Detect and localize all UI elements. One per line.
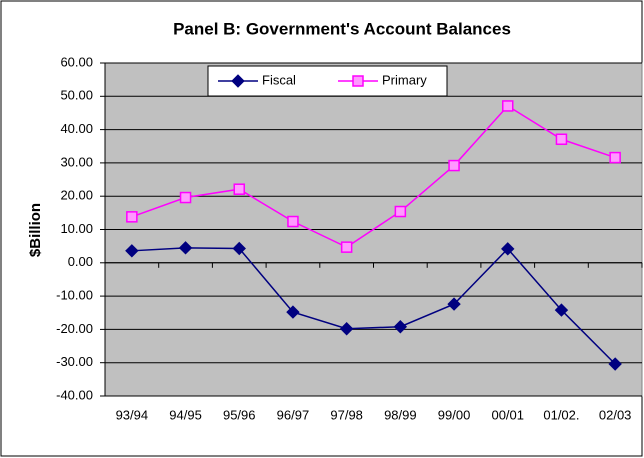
marker: [393, 320, 408, 334]
y-tick-label: -20.00: [56, 321, 93, 336]
x-tick-label: 93/94: [116, 407, 149, 422]
y-tick-label: -40.00: [56, 387, 93, 402]
y-axis-label: $Billion: [27, 203, 44, 257]
marker: [554, 303, 569, 317]
marker: [231, 74, 245, 88]
x-tick-label: 98/99: [384, 407, 417, 422]
y-tick-label: 30.00: [60, 154, 93, 169]
marker: [502, 100, 514, 112]
x-tick-label: 96/97: [277, 407, 310, 422]
marker: [125, 244, 139, 258]
marker: [608, 357, 622, 371]
marker: [339, 322, 354, 336]
legend: Fiscal Primary: [207, 65, 448, 97]
marker: [232, 241, 246, 256]
marker: [287, 215, 299, 228]
y-tick-label: 60.00: [60, 54, 93, 69]
marker: [340, 241, 353, 253]
marker: [126, 211, 138, 223]
marker: [233, 183, 245, 195]
y-tick-label: 20.00: [60, 188, 93, 203]
x-tick-label: 97/98: [330, 407, 363, 422]
series-line: [131, 247, 616, 365]
series: [125, 241, 622, 371]
y-tick-label: 50.00: [60, 88, 93, 103]
marker: [352, 75, 364, 87]
x-tick-label: 99/00: [438, 407, 471, 422]
legend-label: Fiscal: [262, 72, 296, 87]
series: [126, 100, 621, 253]
y-tick-label: 0.00: [68, 254, 93, 269]
x-tick-label: 01/02.: [543, 407, 579, 422]
chart-title: Panel B: Government's Account Balances: [173, 19, 511, 38]
x-tick-label: 94/95: [169, 407, 202, 422]
marker: [501, 242, 515, 256]
y-tick-label: -10.00: [56, 288, 93, 303]
y-tick-label: 40.00: [60, 121, 93, 136]
x-tick-label: 95/96: [223, 407, 256, 422]
y-tick-label: 10.00: [60, 221, 93, 236]
x-tick-label: 02/03: [599, 407, 632, 422]
x-tick-label: 00/01: [491, 407, 524, 422]
marker: [394, 205, 407, 218]
marker: [555, 133, 568, 146]
marker: [179, 191, 192, 204]
marker: [448, 159, 460, 172]
marker: [286, 305, 300, 319]
marker: [447, 297, 461, 311]
y-tick-label: -30.00: [56, 354, 93, 369]
marker: [609, 151, 621, 164]
marker: [178, 241, 193, 255]
legend-label: Primary: [382, 72, 427, 87]
series-line: [131, 104, 616, 249]
